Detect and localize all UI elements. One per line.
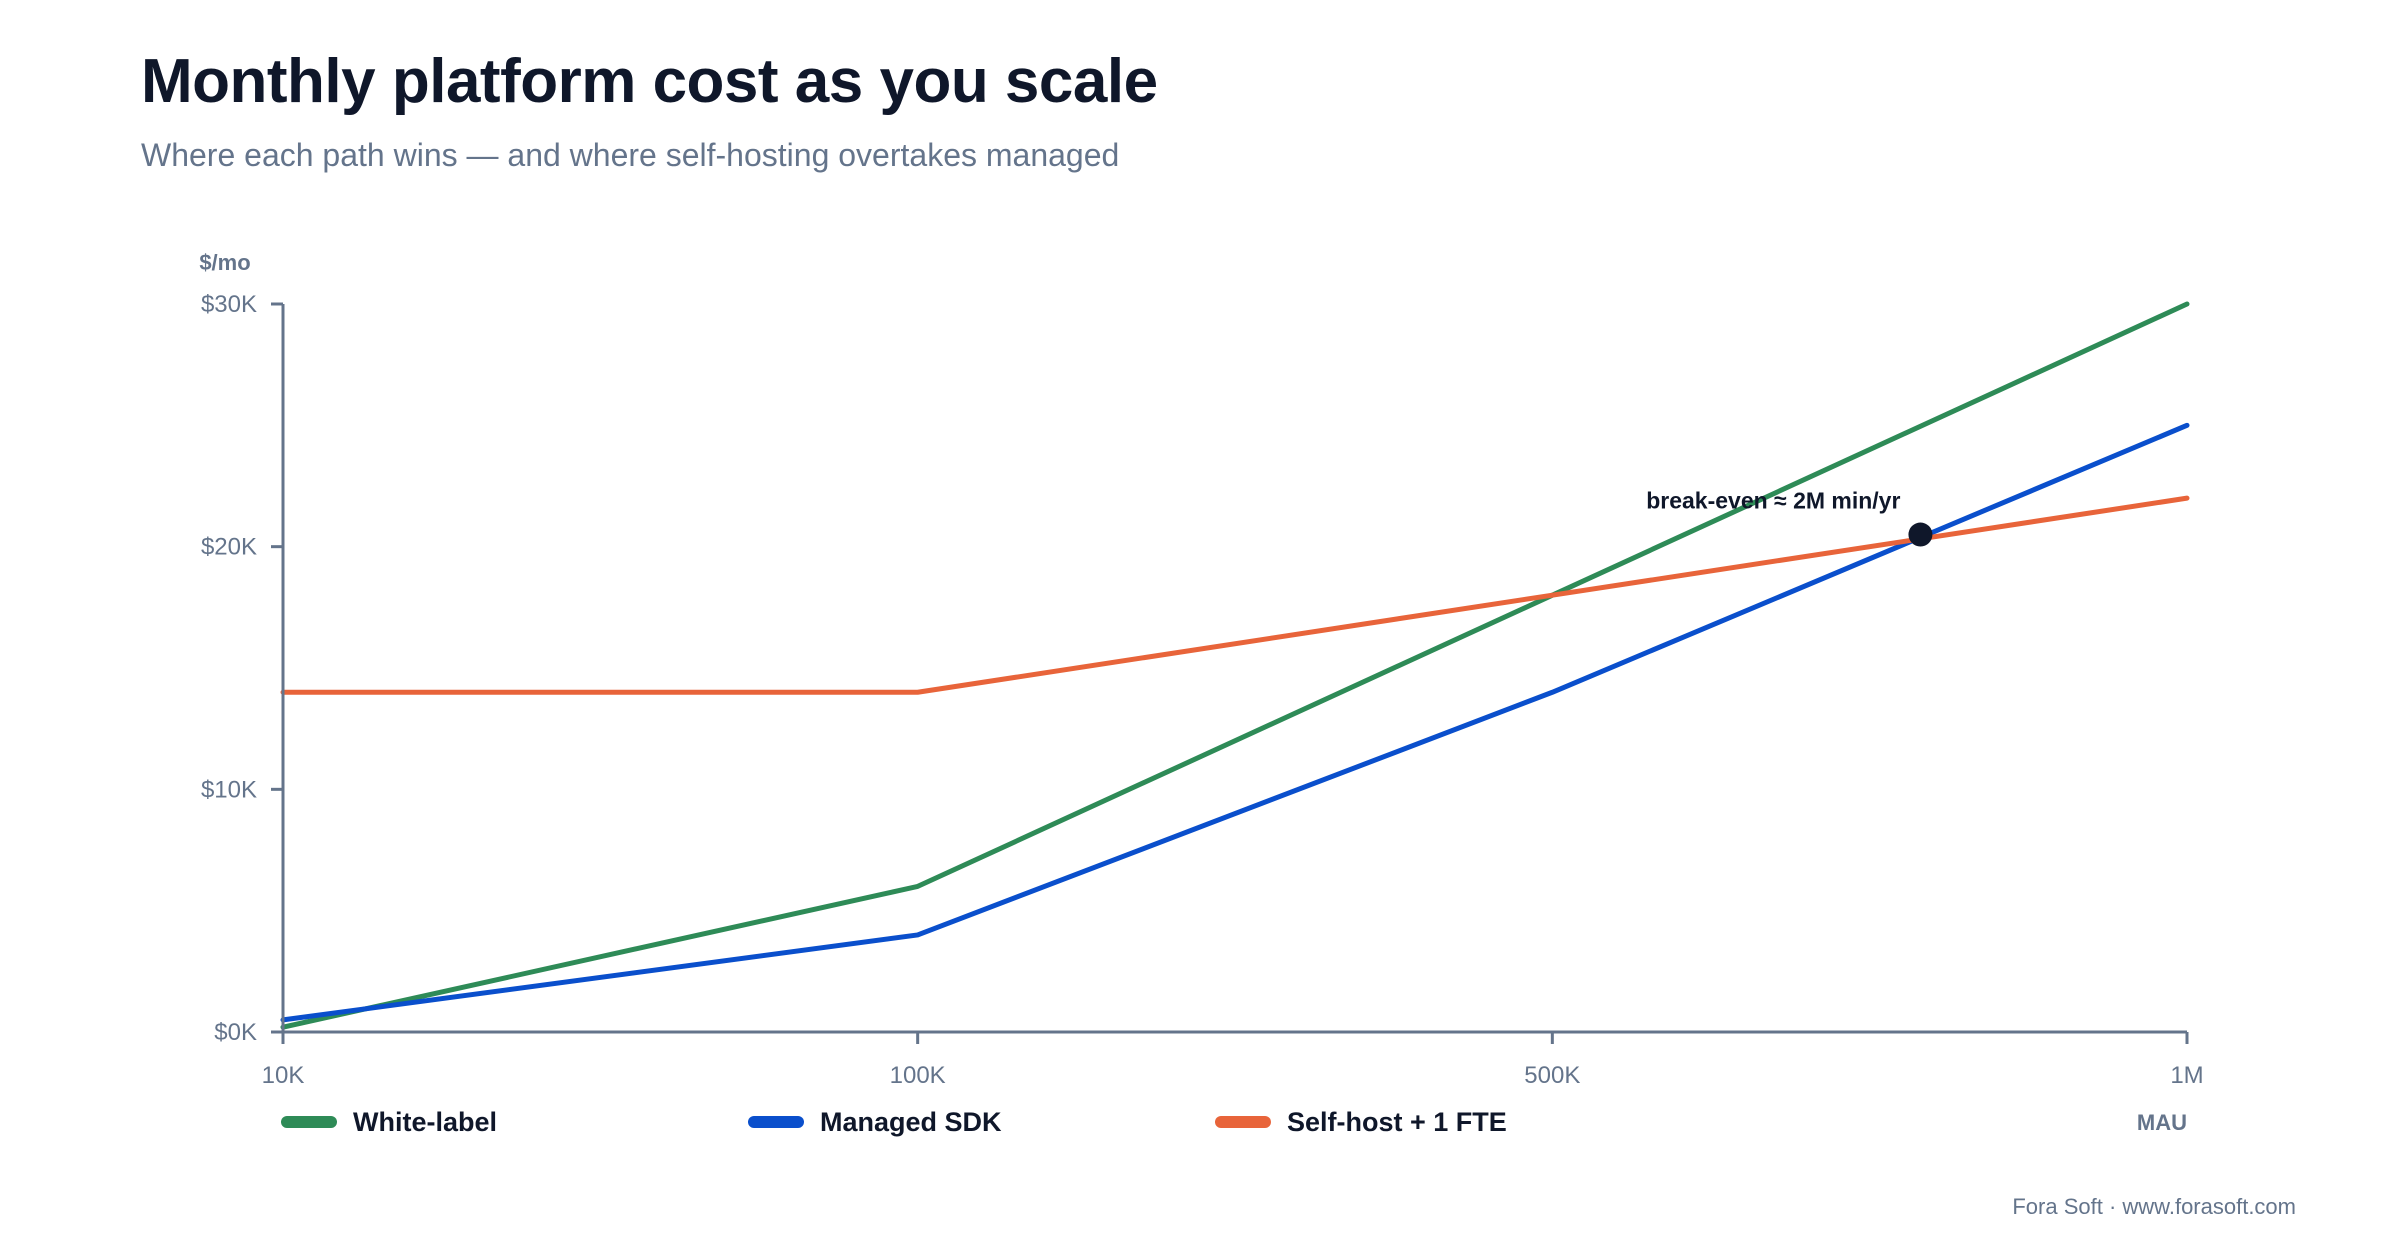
- chart-title: Monthly platform cost as you scale: [141, 47, 1158, 116]
- y-axis: $/mo $0K $10K $20K $30K: [199, 250, 285, 1046]
- y-ticks: $0K $10K $20K $30K: [201, 291, 283, 1046]
- footer-credit: Fora Soft · www.forasoft.com: [2012, 1194, 2296, 1219]
- series-line-white-label: [280, 301, 2190, 1030]
- annotations: break-even ≈ 2M min/yr: [1646, 488, 1933, 547]
- y-tick-label: $30K: [201, 291, 257, 318]
- x-tick-label: 500K: [1524, 1062, 1580, 1089]
- series-line-managed-sdk: [280, 422, 2190, 1023]
- x-axis: 10K 100K 500K 1M MAU: [262, 1030, 2204, 1135]
- series-line-self-host-1-fte: [280, 495, 2190, 695]
- legend-item: Managed SDK: [748, 1107, 1002, 1137]
- legend: White-label Managed SDK Self-host + 1 FTE: [281, 1107, 1507, 1137]
- y-axis-label: $/mo: [199, 250, 250, 275]
- break-even-label: break-even ≈ 2M min/yr: [1646, 488, 1900, 514]
- legend-label: Self-host + 1 FTE: [1287, 1107, 1507, 1137]
- y-tick-label: $10K: [201, 776, 257, 803]
- y-tick-label: $20K: [201, 534, 257, 561]
- chart-subtitle: Where each path wins — and where self-ho…: [141, 137, 1120, 173]
- legend-item: White-label: [281, 1107, 497, 1137]
- x-tick-label: 10K: [262, 1062, 305, 1089]
- legend-item: Self-host + 1 FTE: [1215, 1107, 1507, 1137]
- x-axis-label: MAU: [2137, 1110, 2187, 1135]
- y-tick-label: $0K: [214, 1019, 257, 1046]
- plot-lines: [280, 301, 2190, 1030]
- legend-label: White-label: [353, 1107, 497, 1137]
- legend-label: Managed SDK: [820, 1107, 1002, 1137]
- x-ticks: 10K 100K 500K 1M: [262, 1032, 2204, 1089]
- break-even-marker: [1908, 522, 1933, 547]
- x-tick-label: 1M: [2170, 1062, 2203, 1089]
- x-tick-label: 100K: [890, 1062, 946, 1089]
